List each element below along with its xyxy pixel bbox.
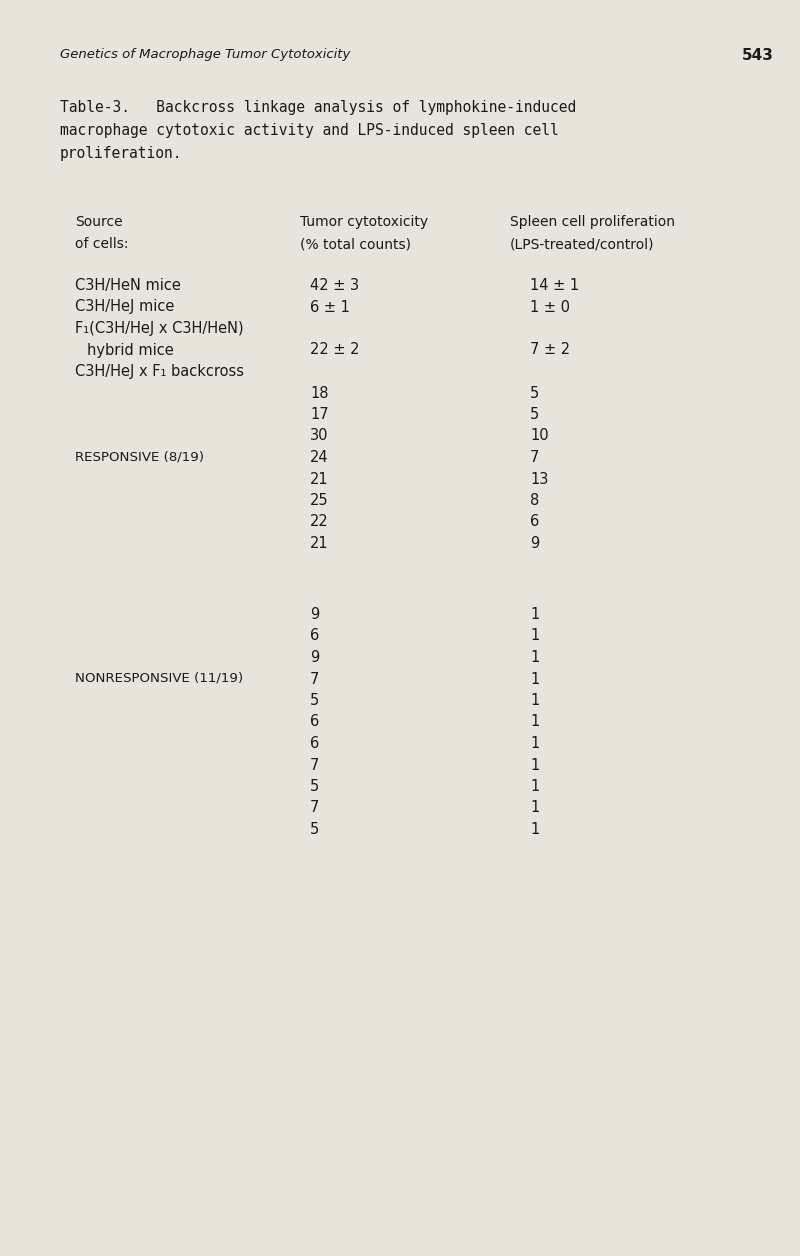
Text: 7: 7 bbox=[310, 800, 319, 815]
Text: of cells:: of cells: bbox=[75, 237, 129, 251]
Text: 5: 5 bbox=[310, 693, 319, 708]
Text: C3H/HeJ mice: C3H/HeJ mice bbox=[75, 299, 174, 314]
Text: (LPS-treated/control): (LPS-treated/control) bbox=[510, 237, 654, 251]
Text: Spleen cell proliferation: Spleen cell proliferation bbox=[510, 215, 675, 229]
Text: Source: Source bbox=[75, 215, 122, 229]
Text: 10: 10 bbox=[530, 428, 549, 443]
Text: 21: 21 bbox=[310, 471, 329, 486]
Text: 6 ± 1: 6 ± 1 bbox=[310, 299, 350, 314]
Text: 1: 1 bbox=[530, 757, 539, 772]
Text: 30: 30 bbox=[310, 428, 329, 443]
Text: 9: 9 bbox=[530, 536, 539, 551]
Text: 1: 1 bbox=[530, 651, 539, 664]
Text: 1: 1 bbox=[530, 607, 539, 622]
Text: (% total counts): (% total counts) bbox=[300, 237, 411, 251]
Text: 1: 1 bbox=[530, 672, 539, 687]
Text: C3H/HeN mice: C3H/HeN mice bbox=[75, 278, 181, 293]
Text: proliferation.: proliferation. bbox=[60, 146, 182, 161]
Text: RESPONSIVE (8/19): RESPONSIVE (8/19) bbox=[75, 450, 204, 463]
Text: 1: 1 bbox=[530, 779, 539, 794]
Text: macrophage cytotoxic activity and LPS-induced spleen cell: macrophage cytotoxic activity and LPS-in… bbox=[60, 123, 558, 138]
Text: C3H/HeJ x F₁ backcross: C3H/HeJ x F₁ backcross bbox=[75, 364, 244, 379]
Text: 7 ± 2: 7 ± 2 bbox=[530, 343, 570, 358]
Text: 7: 7 bbox=[310, 757, 319, 772]
Text: 543: 543 bbox=[742, 48, 774, 63]
Text: 22 ± 2: 22 ± 2 bbox=[310, 343, 359, 358]
Text: 7: 7 bbox=[310, 672, 319, 687]
Text: 1 ± 0: 1 ± 0 bbox=[530, 299, 570, 314]
Text: 6: 6 bbox=[310, 628, 319, 643]
Text: 42 ± 3: 42 ± 3 bbox=[310, 278, 359, 293]
Text: 21: 21 bbox=[310, 536, 329, 551]
Text: 9: 9 bbox=[310, 651, 319, 664]
Text: 9: 9 bbox=[310, 607, 319, 622]
Text: 6: 6 bbox=[310, 736, 319, 751]
Text: 13: 13 bbox=[530, 471, 548, 486]
Text: 1: 1 bbox=[530, 821, 539, 836]
Text: 1: 1 bbox=[530, 736, 539, 751]
Text: 6: 6 bbox=[530, 515, 539, 530]
Text: 25: 25 bbox=[310, 494, 329, 507]
Text: 5: 5 bbox=[310, 821, 319, 836]
Text: 5: 5 bbox=[310, 779, 319, 794]
Text: 1: 1 bbox=[530, 800, 539, 815]
Text: 1: 1 bbox=[530, 628, 539, 643]
Text: 17: 17 bbox=[310, 407, 329, 422]
Text: Table-3.   Backcross linkage analysis of lymphokine-induced: Table-3. Backcross linkage analysis of l… bbox=[60, 100, 576, 116]
Text: F₁(C3H/HeJ x C3H/HeN): F₁(C3H/HeJ x C3H/HeN) bbox=[75, 322, 244, 337]
Text: 22: 22 bbox=[310, 515, 329, 530]
Text: 14 ± 1: 14 ± 1 bbox=[530, 278, 579, 293]
Text: Genetics of Macrophage Tumor Cytotoxicity: Genetics of Macrophage Tumor Cytotoxicit… bbox=[60, 48, 350, 62]
Text: 1: 1 bbox=[530, 693, 539, 708]
Text: 5: 5 bbox=[530, 407, 539, 422]
Text: NONRESPONSIVE (11/19): NONRESPONSIVE (11/19) bbox=[75, 672, 243, 685]
Text: hybrid mice: hybrid mice bbox=[87, 343, 174, 358]
Text: 5: 5 bbox=[530, 386, 539, 401]
Text: 1: 1 bbox=[530, 715, 539, 730]
Text: 8: 8 bbox=[530, 494, 539, 507]
Text: 18: 18 bbox=[310, 386, 329, 401]
Text: 7: 7 bbox=[530, 450, 539, 465]
Text: 24: 24 bbox=[310, 450, 329, 465]
Text: 6: 6 bbox=[310, 715, 319, 730]
Text: Tumor cytotoxicity: Tumor cytotoxicity bbox=[300, 215, 428, 229]
